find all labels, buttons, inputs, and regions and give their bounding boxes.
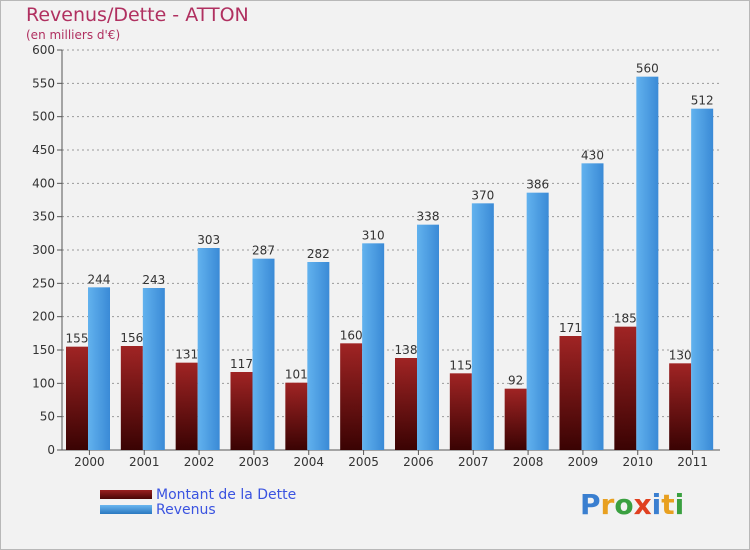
data-label-revenus: 430 xyxy=(581,148,604,162)
y-tick-label: 150 xyxy=(32,343,55,357)
legend-item-dette: Montant de la Dette xyxy=(100,486,297,503)
data-label-revenus: 287 xyxy=(252,244,275,258)
data-label-dette: 156 xyxy=(120,331,143,345)
y-tick-label: 500 xyxy=(32,110,55,124)
bar-dette xyxy=(120,346,143,450)
bar-revenus xyxy=(636,76,659,451)
logo-letter: x xyxy=(633,488,652,521)
plot-area xyxy=(62,50,720,450)
x-tick-label: 2004 xyxy=(293,455,324,469)
y-tick-label: 250 xyxy=(32,276,55,290)
x-tick-label: 2010 xyxy=(622,455,653,469)
bar-dette xyxy=(614,326,637,450)
y-tick-label: 600 xyxy=(32,43,55,57)
data-label-revenus: 370 xyxy=(471,188,494,202)
y-tick-label: 100 xyxy=(32,376,55,390)
y-tick-label: 450 xyxy=(32,143,55,157)
x-tick-label: 2003 xyxy=(239,455,270,469)
data-label-dette: 171 xyxy=(559,321,582,335)
legend-label-revenus: Revenus xyxy=(156,501,216,518)
bar-dette xyxy=(340,343,363,450)
bar-dette xyxy=(449,373,472,450)
data-label-dette: 185 xyxy=(614,312,637,326)
y-tick-label: 350 xyxy=(32,210,55,224)
data-label-dette: 130 xyxy=(669,348,692,362)
data-label-dette: 160 xyxy=(340,328,363,342)
logo-letter: t xyxy=(661,488,675,521)
y-tick-label: 50 xyxy=(40,410,55,424)
bar-dette xyxy=(559,336,582,450)
bar-dette xyxy=(504,388,527,450)
data-label-revenus: 310 xyxy=(362,228,385,242)
logo-letter: i xyxy=(674,488,685,521)
data-label-dette: 115 xyxy=(449,358,472,372)
bar-dette xyxy=(66,346,88,450)
logo-letter: r xyxy=(600,488,615,521)
proxiti-logo: Proxiti xyxy=(580,488,684,521)
bar-dette xyxy=(669,363,692,450)
data-label-dette: 138 xyxy=(395,343,418,357)
data-label-revenus: 512 xyxy=(691,94,714,108)
logo-letter: P xyxy=(580,488,601,521)
data-label-revenus: 244 xyxy=(88,272,111,286)
bar-revenus xyxy=(252,258,275,450)
legend-swatch-dette xyxy=(100,490,152,499)
data-label-dette: 131 xyxy=(175,348,198,362)
chart-title: Revenus/Dette - ATTON xyxy=(26,4,249,26)
legend-swatch-revenus xyxy=(100,505,152,514)
data-label-revenus: 560 xyxy=(636,62,659,76)
data-label-revenus: 386 xyxy=(526,178,549,192)
legend-label-dette: Montant de la Dette xyxy=(156,486,297,503)
y-tick-label: 200 xyxy=(32,310,55,324)
bar-revenus xyxy=(88,287,110,450)
logo-letter: i xyxy=(651,488,662,521)
bar-revenus xyxy=(471,203,494,450)
x-tick-label: 2007 xyxy=(458,455,489,469)
bar-revenus xyxy=(362,243,385,450)
x-tick-label: 2008 xyxy=(513,455,544,469)
y-tick-label: 550 xyxy=(32,76,55,90)
bar-revenus xyxy=(197,248,220,450)
legend-item-revenus: Revenus xyxy=(100,501,296,518)
data-label-dette: 101 xyxy=(285,368,308,382)
x-tick-label: 2009 xyxy=(568,455,599,469)
bar-dette xyxy=(285,382,308,450)
y-tick-label: 0 xyxy=(47,443,55,457)
data-label-dette: 92 xyxy=(508,374,523,388)
legend: Montant de la Dette Revenus xyxy=(100,486,297,518)
bar-revenus xyxy=(581,163,604,451)
bar-revenus xyxy=(142,288,165,450)
x-tick-label: 2002 xyxy=(184,455,215,469)
x-tick-label: 2000 xyxy=(74,455,105,469)
x-tick-label: 2011 xyxy=(677,455,708,469)
chart-subtitle: (en milliers d'€) xyxy=(26,28,121,42)
data-label-revenus: 338 xyxy=(417,210,440,224)
data-label-revenus: 243 xyxy=(142,273,165,287)
data-label-dette: 155 xyxy=(66,332,89,346)
bar-dette xyxy=(230,372,253,450)
bar-dette xyxy=(395,358,417,450)
bar-revenus xyxy=(307,262,330,450)
logo-letter: o xyxy=(614,488,634,521)
bar-dette xyxy=(175,362,198,450)
data-label-dette: 117 xyxy=(230,357,253,371)
y-tick-label: 300 xyxy=(32,243,55,257)
bar-revenus xyxy=(526,192,549,450)
x-tick-label: 2006 xyxy=(403,455,434,469)
bar-revenus xyxy=(691,108,714,451)
x-tick-label: 2005 xyxy=(348,455,379,469)
x-tick-label: 2001 xyxy=(129,455,160,469)
y-tick-label: 400 xyxy=(32,176,55,190)
data-label-revenus: 303 xyxy=(197,233,220,247)
bar-revenus xyxy=(417,224,439,450)
data-label-revenus: 282 xyxy=(307,247,330,261)
